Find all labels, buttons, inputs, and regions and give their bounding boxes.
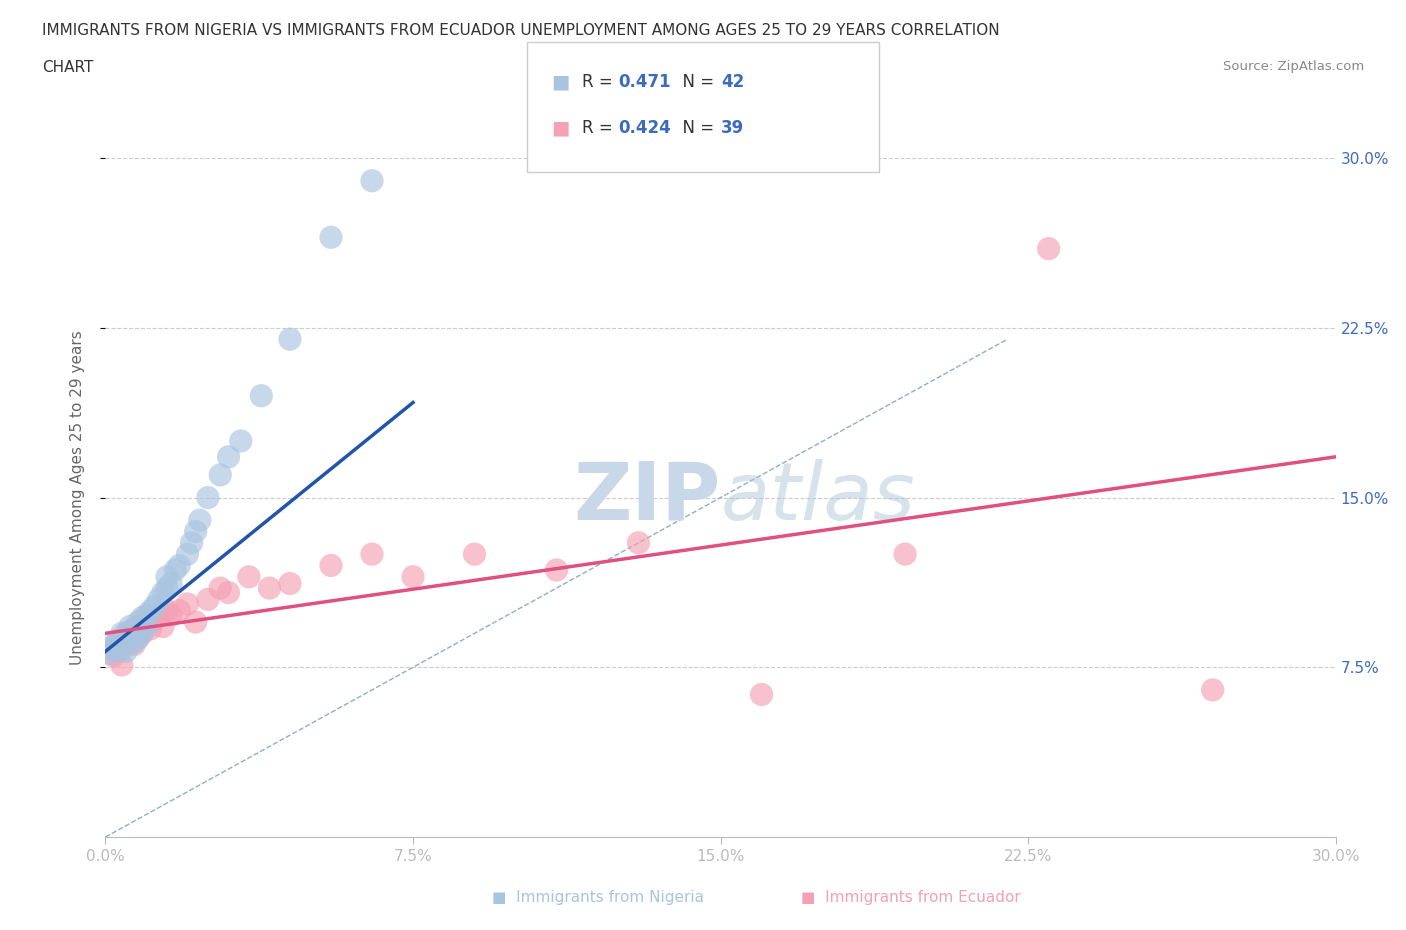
Point [169,558,191,573]
Point [127,615,149,630]
Point [122,621,145,636]
Point [156,569,179,584]
Point [1038,241,1060,256]
Point [361,173,384,188]
Text: N =: N = [672,73,720,91]
Point [319,558,342,573]
Point [148,608,170,623]
Point [107,637,129,652]
Point [184,524,207,538]
Point [135,608,157,623]
Text: R =: R = [582,119,619,138]
Point [278,332,301,347]
Point [139,621,162,636]
Point [197,490,219,505]
Point [160,576,183,591]
Point [131,626,153,641]
Point [115,644,138,658]
Point [209,468,232,483]
Point [127,619,149,634]
Point [127,626,149,641]
Point [156,604,179,618]
Point [197,592,219,607]
Text: ZIP: ZIP [574,458,721,537]
Point [115,626,138,641]
Point [135,619,157,634]
Text: CHART: CHART [42,60,94,75]
Point [751,687,773,702]
Point [103,637,125,652]
Text: N =: N = [672,119,720,138]
Point [139,604,162,618]
Point [319,230,342,245]
Point [259,580,281,595]
Point [107,640,129,655]
Text: 0.424: 0.424 [619,119,672,138]
Point [152,585,174,600]
Point [176,596,198,611]
Point [278,576,301,591]
Point [131,624,153,639]
Point [98,646,121,661]
Point [160,608,183,623]
Point [131,610,153,625]
Point [148,592,170,607]
Point [238,569,260,584]
Point [184,615,207,630]
Text: IMMIGRANTS FROM NIGERIA VS IMMIGRANTS FROM ECUADOR UNEMPLOYMENT AMONG AGES 25 TO: IMMIGRANTS FROM NIGERIA VS IMMIGRANTS FR… [42,23,1000,38]
Text: 0.471: 0.471 [619,73,671,91]
Y-axis label: Unemployment Among Ages 25 to 29 years: Unemployment Among Ages 25 to 29 years [70,330,84,665]
Text: ■  Immigrants from Nigeria: ■ Immigrants from Nigeria [492,890,704,905]
Point [107,632,129,647]
Point [209,580,232,595]
Point [464,547,486,562]
Point [627,536,650,551]
Point [103,648,125,663]
Point [188,512,211,527]
Point [120,635,141,650]
Point [1202,683,1225,698]
Point [143,612,166,627]
Point [135,615,157,630]
Point [127,631,149,645]
Point [361,547,384,562]
Text: 42: 42 [721,73,745,91]
Text: 39: 39 [721,119,745,138]
Point [115,631,138,645]
Text: ■: ■ [551,119,569,138]
Point [122,637,145,652]
Point [180,536,202,551]
Point [176,547,198,562]
Point [165,563,187,578]
Point [229,433,252,448]
Point [122,621,145,636]
Point [169,604,191,618]
Point [894,547,917,562]
Point [546,563,568,578]
Text: R =: R = [582,73,619,91]
Point [143,599,166,614]
Point [120,619,141,634]
Point [218,585,240,600]
Point [103,642,125,657]
Text: ■: ■ [551,73,569,91]
Text: Source: ZipAtlas.com: Source: ZipAtlas.com [1223,60,1364,73]
Point [111,642,134,657]
Point [218,449,240,464]
Point [115,631,138,645]
Point [156,580,179,595]
Point [120,626,141,641]
Point [111,626,134,641]
Point [115,635,138,650]
Point [152,619,174,634]
Point [122,635,145,650]
Point [107,644,129,658]
Point [111,658,134,672]
Point [250,389,273,404]
Text: ■  Immigrants from Ecuador: ■ Immigrants from Ecuador [801,890,1021,905]
Point [127,631,149,645]
Point [402,569,425,584]
Text: atlas: atlas [721,458,915,537]
Point [98,642,121,657]
